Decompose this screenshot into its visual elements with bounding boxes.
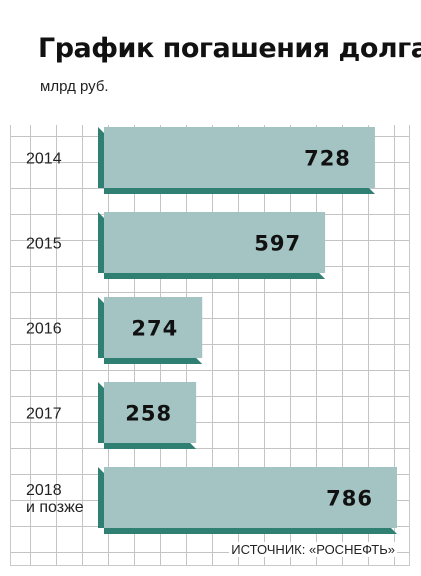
source-note: ИСТОЧНИК: «РОСНЕФТЬ» xyxy=(229,542,397,557)
bar-value-label: 728 xyxy=(304,147,351,171)
bar-group: 258 2017 xyxy=(26,382,197,449)
bar-group: 274 2016 xyxy=(26,297,203,364)
bar xyxy=(104,297,203,358)
bar xyxy=(104,127,375,188)
bar-value-label: 786 xyxy=(326,487,373,511)
bar-value-label: 258 xyxy=(125,402,172,426)
category-label: 2015 xyxy=(26,236,62,253)
category-label: 2014 xyxy=(26,151,62,168)
bar-value-label: 274 xyxy=(131,317,178,341)
chart-unit: млрд руб. xyxy=(40,78,109,95)
bar-group: 597 2015 xyxy=(26,212,326,279)
category-label: 2018 xyxy=(26,482,62,499)
title-panel xyxy=(10,10,410,125)
category-label: 2017 xyxy=(26,406,62,423)
category-label: 2016 xyxy=(26,321,62,338)
bar xyxy=(104,212,326,273)
bar xyxy=(104,382,197,443)
bar xyxy=(104,467,397,528)
bar-value-label: 597 xyxy=(254,232,301,256)
chart-title: График погашения долга xyxy=(38,33,421,64)
category-label: и позже xyxy=(26,499,84,516)
bar-group: 728 2014 xyxy=(26,127,375,194)
